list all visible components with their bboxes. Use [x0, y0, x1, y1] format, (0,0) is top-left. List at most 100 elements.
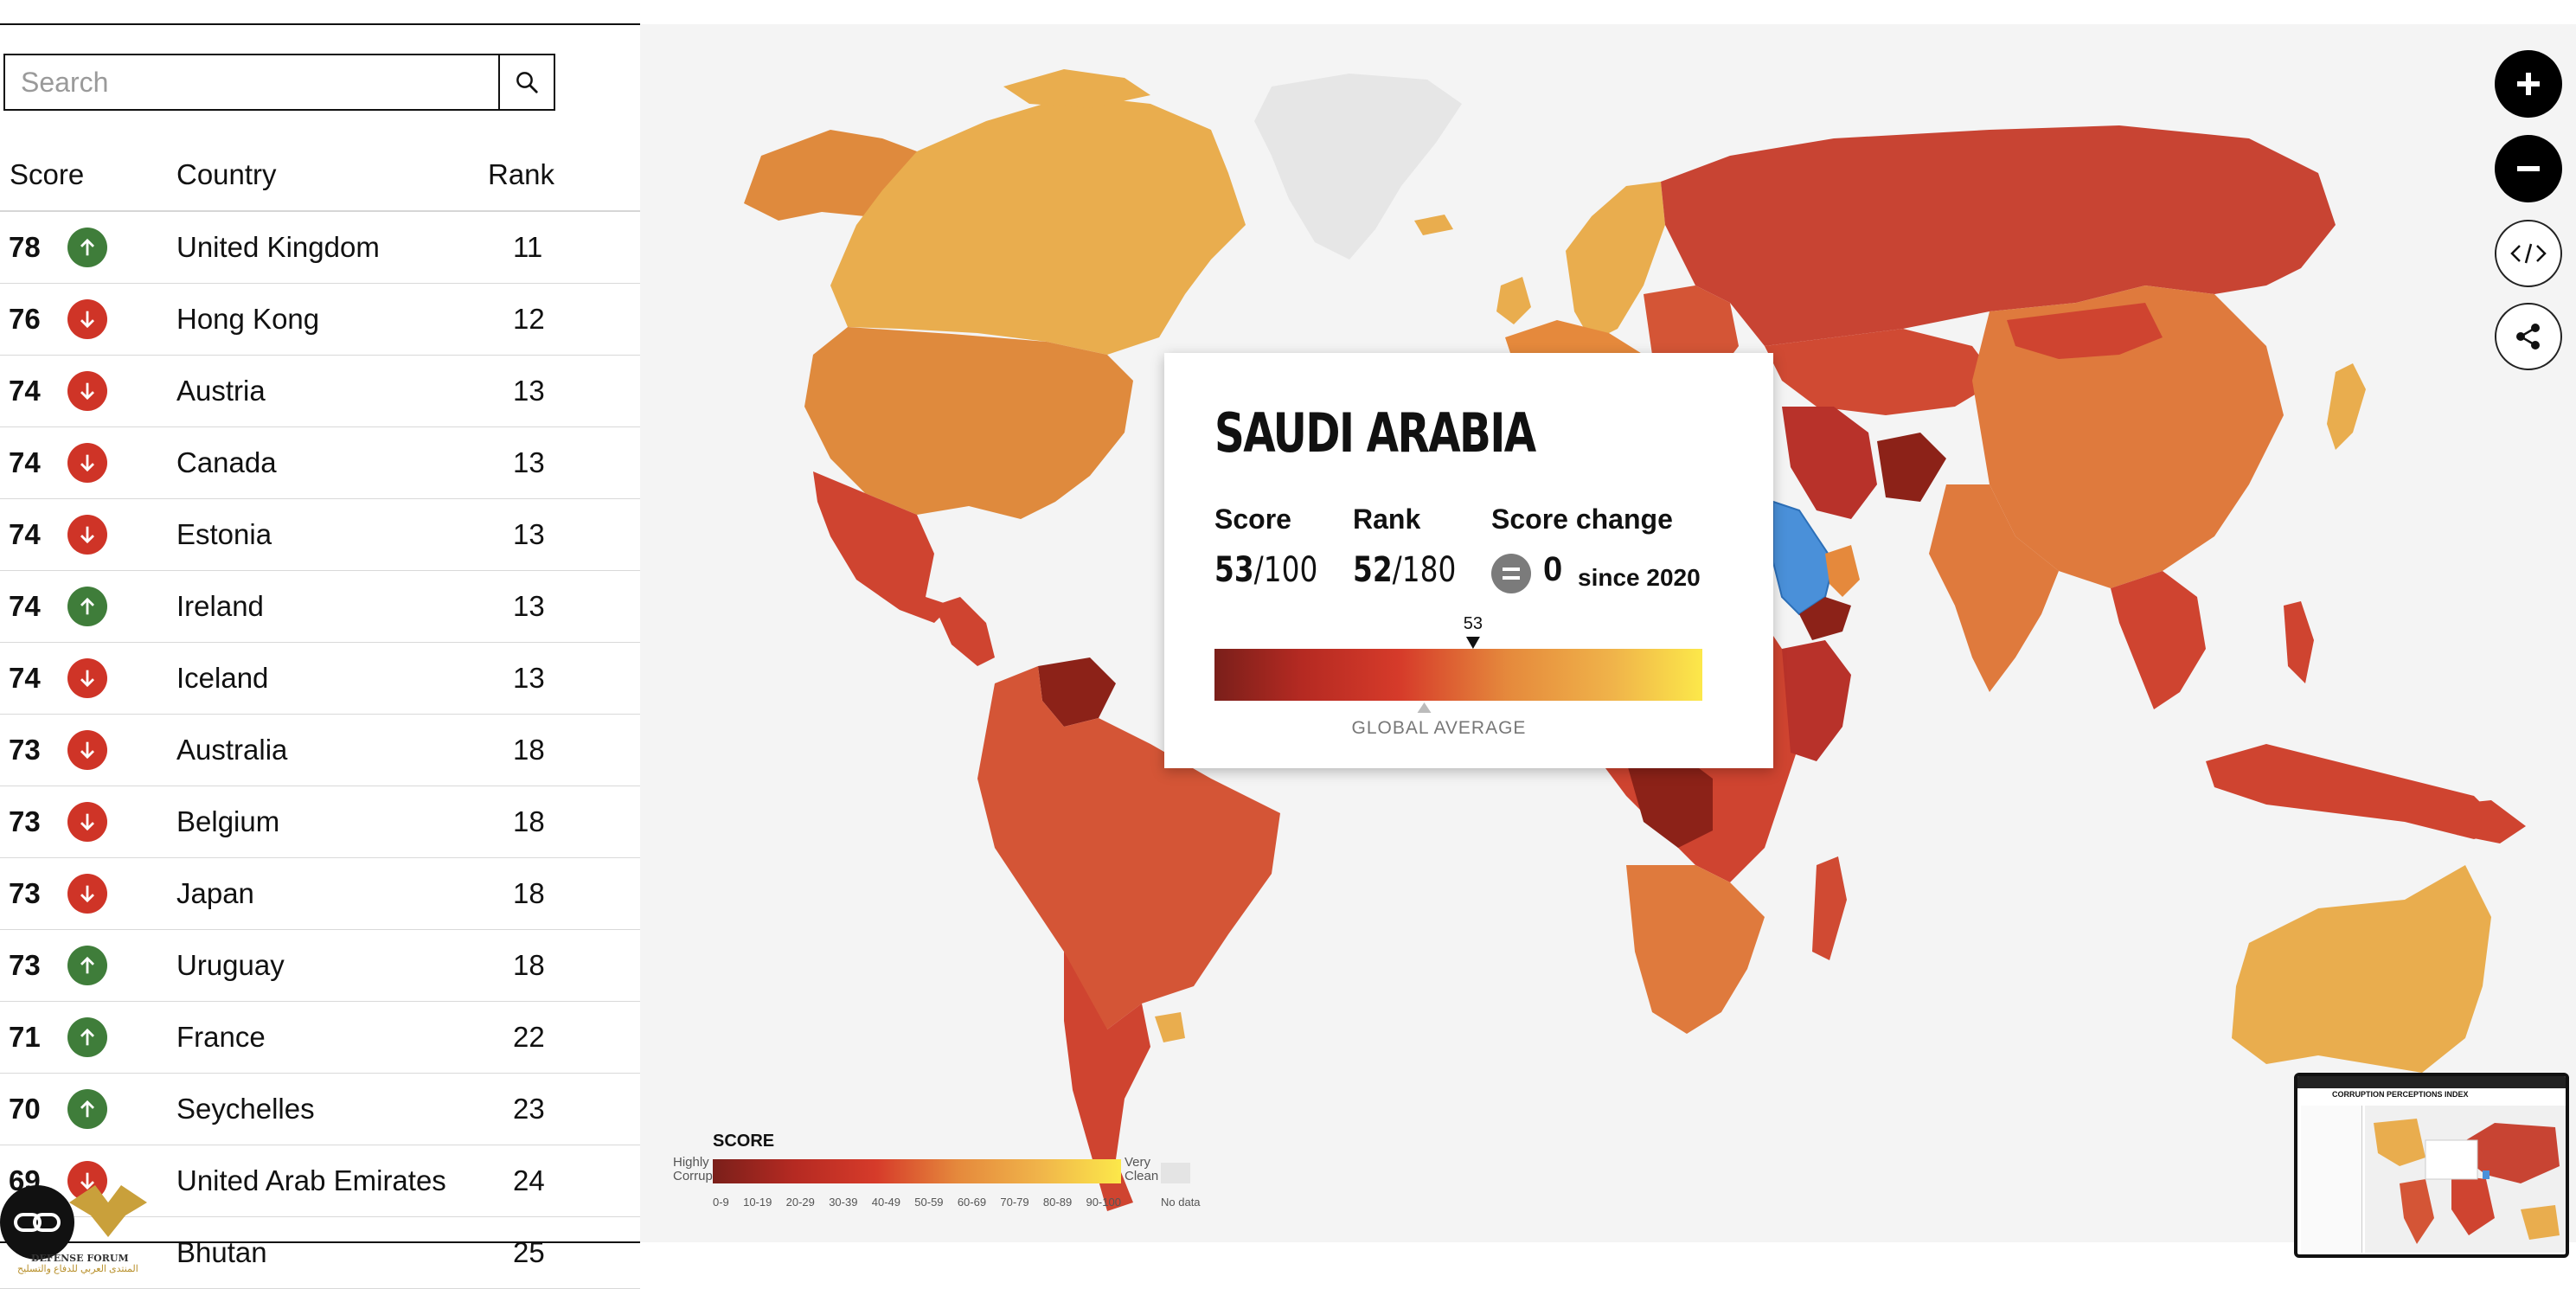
arrow-down-icon: [67, 802, 107, 842]
minimap[interactable]: CORRUPTION PERCEPTIONS INDEX: [2294, 1073, 2569, 1258]
country-iran[interactable]: [1782, 407, 1877, 519]
table-row[interactable]: 74 Austria 13: [0, 356, 640, 427]
legend-range-label: 80-89: [1042, 1196, 1073, 1209]
score-label: Score: [1214, 503, 1291, 535]
embed-button[interactable]: [2495, 220, 2562, 287]
score-marker-value: 53: [1463, 614, 1483, 633]
row-score: 73: [9, 805, 41, 837]
table-row[interactable]: 74 Canada 13: [0, 427, 640, 499]
country-madagascar[interactable]: [1812, 856, 1847, 960]
zoom-in-button[interactable]: [2495, 50, 2562, 118]
table-row[interactable]: 73 Uruguay 18: [0, 930, 640, 1002]
forum-watermark: DEFENSE FORUM المنتدى العربي للدفاع والت…: [0, 1168, 173, 1275]
country-southeast-asia[interactable]: [2111, 571, 2206, 709]
search-input[interactable]: [5, 55, 502, 109]
rank-value: 52/180: [1353, 550, 1457, 590]
country-popup: SAUDI ARABIA Score Rank Score change 53/…: [1164, 353, 1773, 768]
country-china[interactable]: [1972, 285, 2284, 588]
country-uruguay[interactable]: [1155, 1012, 1185, 1042]
country-brazil[interactable]: [977, 666, 1280, 1029]
table-row[interactable]: 74 Iceland 13: [0, 643, 640, 715]
row-rank: 18: [513, 949, 545, 981]
country-uk[interactable]: [1496, 277, 1531, 324]
search-button[interactable]: [498, 55, 554, 109]
country-east-africa[interactable]: [1782, 640, 1851, 761]
row-score: 73: [9, 734, 41, 766]
table-row[interactable]: 73 Japan 18: [0, 858, 640, 930]
country-afghanistan[interactable]: [1877, 433, 1946, 502]
table-row[interactable]: 74 Ireland 13: [0, 571, 640, 643]
popup-title: SAUDI ARABIA: [1214, 401, 1536, 465]
legend-range-label: 0-9: [713, 1196, 729, 1209]
score-legend: SCORE Highly Corrupt Very Clean 0-9 10-19…: [666, 1125, 1220, 1220]
legend-range-label: 20-29: [785, 1196, 815, 1209]
zoom-out-button[interactable]: [2495, 135, 2562, 202]
row-rank: 13: [513, 446, 545, 478]
country-indonesia[interactable]: [2206, 744, 2509, 839]
country-scandinavia[interactable]: [1566, 182, 1665, 342]
country-russia[interactable]: [1661, 125, 2336, 346]
country-southern-africa[interactable]: [1626, 865, 1765, 1034]
arrow-down-icon: [67, 515, 107, 555]
row-country: Belgium: [176, 805, 280, 837]
world-map[interactable]: SAUDI ARABIA Score Rank Score change 53/…: [640, 24, 2576, 1242]
country-iceland[interactable]: [1414, 215, 1453, 235]
row-score: 74: [9, 590, 41, 622]
score-value: 53/100: [1214, 550, 1318, 590]
table-row[interactable]: 73 Belgium 18: [0, 786, 640, 858]
legend-title: SCORE: [713, 1132, 775, 1151]
arrow-up-icon: [67, 228, 107, 267]
country-japan[interactable]: [2327, 363, 2366, 450]
country-yemen[interactable]: [1799, 597, 1851, 640]
country-mongolia[interactable]: [2007, 303, 2163, 359]
score-column-header[interactable]: Score: [10, 158, 85, 190]
country-drc[interactable]: [1626, 753, 1713, 848]
row-score: 70: [9, 1093, 41, 1125]
legend-very-clean: Very Clean: [1125, 1155, 1159, 1183]
table-row[interactable]: 74 Estonia 13: [0, 499, 640, 571]
bottom-divider: [0, 1241, 640, 1243]
table-row[interactable]: 70 Seychelles 23: [0, 1074, 640, 1145]
country-canada-arctic[interactable]: [1003, 69, 1150, 108]
table-row[interactable]: 71 France 22: [0, 1002, 640, 1074]
global-average-label: GLOBAL AVERAGE: [1351, 718, 1527, 738]
row-country: Uruguay: [176, 949, 285, 981]
arrow-up-icon: [67, 946, 107, 985]
country-column-header[interactable]: Country: [176, 158, 277, 190]
plus-icon: [2517, 73, 2540, 95]
legend-no-data-swatch: [1161, 1163, 1190, 1183]
table-row[interactable]: 78 United Kingdom 11: [0, 212, 640, 284]
country-central-america[interactable]: [934, 597, 995, 666]
code-icon: [2510, 243, 2547, 264]
country-usa-alaska[interactable]: [744, 130, 917, 221]
country-oman[interactable]: [1825, 545, 1860, 597]
country-australia[interactable]: [2232, 865, 2491, 1073]
share-icon: [2516, 324, 2540, 350]
row-rank: 13: [513, 375, 545, 407]
country-venezuela[interactable]: [1038, 657, 1116, 727]
ranking-table: 78 United Kingdom 11 76 Hong Kong 12 74 Austria…: [0, 212, 640, 1289]
table-header: Score Country Rank: [0, 151, 640, 212]
table-row[interactable]: 76 Hong Kong 12: [0, 284, 640, 356]
country-canada[interactable]: [830, 95, 1246, 355]
arrow-down-icon: [67, 658, 107, 698]
share-button[interactable]: [2495, 303, 2562, 370]
country-greenland[interactable]: [1254, 74, 1462, 260]
table-row[interactable]: 73 Australia 18: [0, 715, 640, 786]
search-box: [3, 54, 555, 111]
legend-range-label: 60-69: [957, 1196, 987, 1209]
country-india[interactable]: [1929, 484, 2059, 692]
row-country: Canada: [176, 446, 277, 478]
country-usa[interactable]: [804, 327, 1133, 519]
country-argentina-chile[interactable]: [1064, 952, 1150, 1211]
legend-highly-corrupt: Highly Corrupt: [673, 1155, 717, 1183]
rank-column-header[interactable]: Rank: [488, 158, 555, 190]
country-philippines[interactable]: [2284, 601, 2314, 683]
country-new-guinea[interactable]: [2448, 800, 2526, 843]
legend-gradient: [713, 1159, 1121, 1183]
row-country: United Kingdom: [176, 231, 380, 263]
legend-range-label: 90-100: [1086, 1196, 1121, 1209]
minimap-map: [2365, 1106, 2566, 1253]
country-kazakhstan[interactable]: [1765, 329, 1998, 415]
country-mexico[interactable]: [813, 471, 952, 623]
